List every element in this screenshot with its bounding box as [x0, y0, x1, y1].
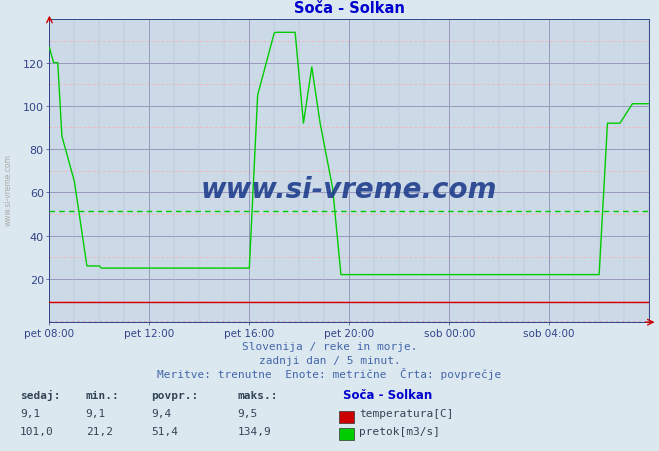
Text: 9,1: 9,1 — [86, 408, 106, 418]
Text: www.si-vreme.com: www.si-vreme.com — [3, 153, 13, 226]
Text: 134,9: 134,9 — [237, 426, 271, 436]
Text: pretok[m3/s]: pretok[m3/s] — [359, 426, 440, 436]
Text: Slovenija / reke in morje.: Slovenija / reke in morje. — [242, 341, 417, 351]
Text: www.si-vreme.com: www.si-vreme.com — [201, 175, 498, 203]
Text: 9,1: 9,1 — [20, 408, 40, 418]
Text: temperatura[C]: temperatura[C] — [359, 408, 453, 418]
Text: maks.:: maks.: — [237, 390, 277, 400]
Text: sedaj:: sedaj: — [20, 389, 60, 400]
Title: Soča - Solkan: Soča - Solkan — [294, 1, 405, 16]
Text: Meritve: trenutne  Enote: metrične  Črta: povprečje: Meritve: trenutne Enote: metrične Črta: … — [158, 368, 501, 379]
Text: 101,0: 101,0 — [20, 426, 53, 436]
Text: 21,2: 21,2 — [86, 426, 113, 436]
Text: povpr.:: povpr.: — [152, 390, 199, 400]
Text: 9,5: 9,5 — [237, 408, 258, 418]
Text: 51,4: 51,4 — [152, 426, 179, 436]
Text: min.:: min.: — [86, 390, 119, 400]
Text: 9,4: 9,4 — [152, 408, 172, 418]
Text: Soča - Solkan: Soča - Solkan — [343, 388, 432, 401]
Text: zadnji dan / 5 minut.: zadnji dan / 5 minut. — [258, 355, 401, 365]
